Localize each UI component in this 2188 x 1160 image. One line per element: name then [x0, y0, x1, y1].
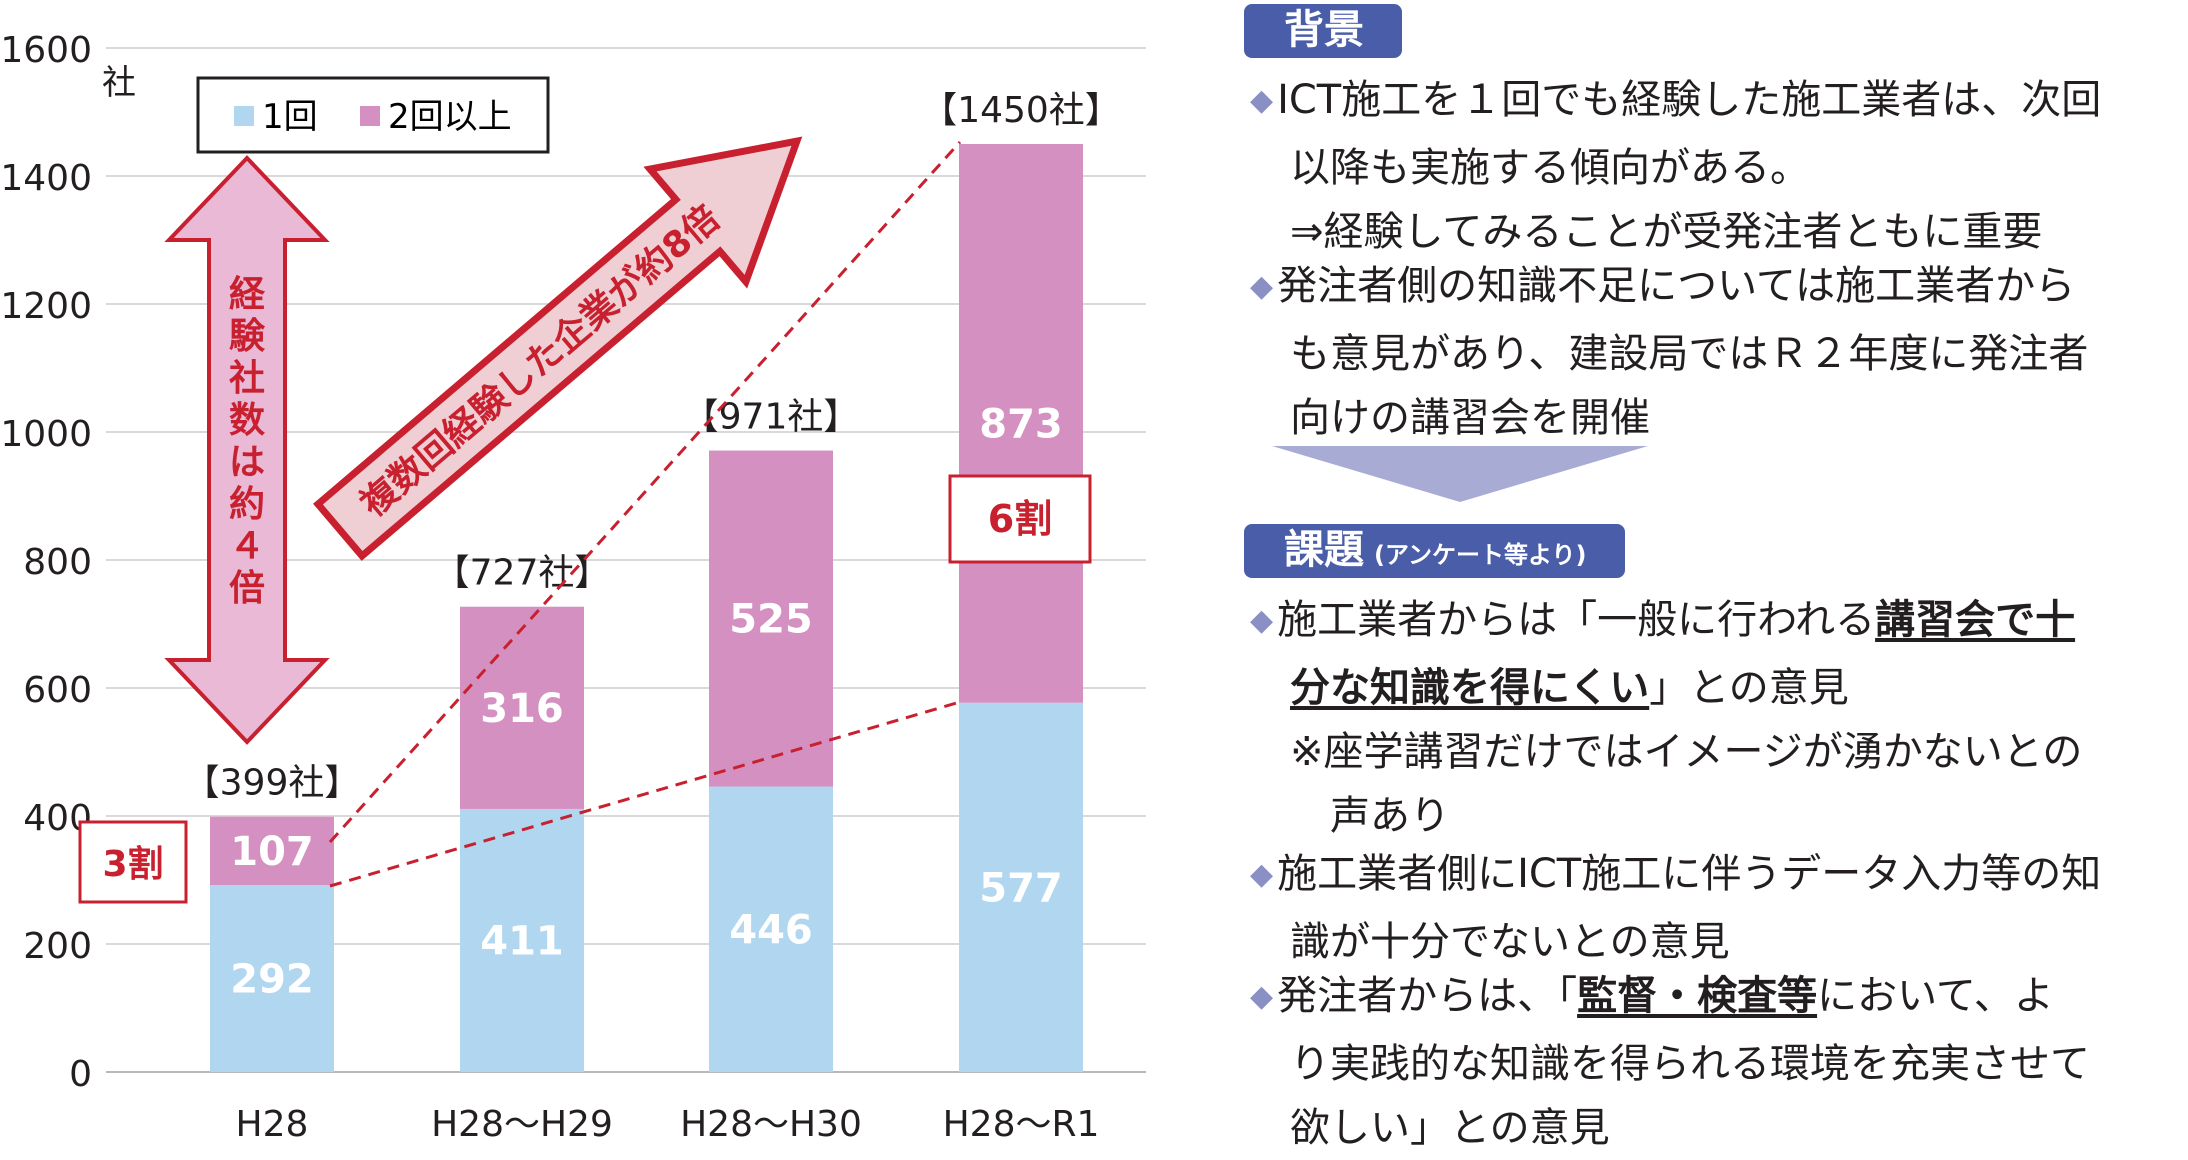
- haikei-b1-line2: 以降も実施する傾向がある。: [1290, 145, 1810, 191]
- kadai-bullet-3: ◆ 発注者からは、「監督・検査等において、よ り実践的な知識を得られる環境を充実さ…: [1250, 964, 2185, 1160]
- kadai-b3-emphasis: 監督・検査等: [1577, 973, 1818, 1019]
- diamond-bullet-icon: ◆: [1250, 979, 1274, 1014]
- bars: 292 107 411 316 446 525 577 873: [210, 144, 1083, 1072]
- x-tick-label: H28～H30: [680, 1104, 862, 1145]
- x-tick-label: H28: [236, 1104, 309, 1145]
- kadai-b3-line2: り実践的な知識を得られる環境を充実させて: [1290, 1041, 2090, 1087]
- x-axis-labels: H28 H28～H29 H28～H30 H28～R1: [236, 1104, 1100, 1145]
- dashed-line-lower: [329, 700, 961, 888]
- share-label-h28: 3割: [102, 844, 163, 885]
- legend-label-1kai: 1回: [262, 97, 318, 137]
- diamond-bullet-icon: ◆: [1250, 83, 1274, 118]
- bar-value-label: 411: [480, 918, 564, 964]
- haikei-b2-line3: 向けの講習会を開催: [1290, 395, 1650, 441]
- kadai-b2-line1: 施工業者側にICT施工に伴うデータ入力等の知: [1277, 851, 2102, 897]
- bar-value-label: 525: [729, 597, 813, 643]
- kadai-title: 課題 (アンケート等より): [1244, 524, 1625, 578]
- share-label-r1: 6割: [988, 497, 1052, 541]
- haikei-bullet-1: ◆ ICT施工を１回でも経験した施工業者は、次回 以降も実施する傾向がある。 ⇒経…: [1250, 68, 2185, 264]
- y-axis-unit: 社: [102, 63, 136, 103]
- kadai-b1-tail: 」との意見: [1649, 665, 1849, 711]
- y-tick-label: 1400: [0, 158, 92, 199]
- bar-segment-2kai: [460, 606, 584, 809]
- legend-label-2kai: 2回以上: [388, 97, 512, 137]
- y-tick-label: 800: [23, 542, 92, 583]
- kadai-b3-line3: 欲しい」との意見: [1290, 1105, 1610, 1151]
- bar-value-label: 107: [230, 829, 314, 875]
- haikei-title-text: 背景: [1284, 7, 1364, 53]
- haikei-b2-line2: も意見があり、建設局ではＲ２年度に発注者: [1290, 331, 2089, 377]
- kadai-b1-emphasis-1: 講習会で十: [1875, 597, 2076, 643]
- legend: 1回 2回以上: [196, 76, 550, 154]
- kadai-bullet-2: ◆ 施工業者側にICT施工に伴うデータ入力等の知 識が十分でないとの意見: [1250, 842, 2185, 974]
- bar-total-label: 【1450社】: [921, 90, 1121, 131]
- diamond-bullet-icon: ◆: [1250, 857, 1274, 892]
- kadai-b2-line2: 識が十分でないとの意見: [1290, 919, 1730, 965]
- haikei-b1-line3: ⇒経験してみることが受発注者ともに重要: [1290, 209, 2043, 255]
- kadai-subtitle: (アンケート等より): [1374, 541, 1587, 569]
- y-tick-label: 1200: [0, 286, 92, 327]
- bar-segment-1kai: [709, 786, 833, 1072]
- kadai-b1-text: 施工業者からは「一般に行われる: [1277, 597, 1876, 643]
- bar-value-label: 446: [729, 907, 813, 953]
- y-tick-label: 0: [69, 1054, 92, 1095]
- x-tick-label: H28～H29: [431, 1104, 613, 1145]
- bar-segment-2kai: [210, 816, 334, 886]
- kadai-b1-emphasis-2: 分な知識を得にくい: [1290, 665, 1650, 711]
- bar-value-label: 873: [979, 401, 1063, 447]
- kadai-b1-note-line2: 声あり: [1330, 793, 1450, 839]
- total-labels: 【399社】 【727社】 【971社】 【1450社】: [184, 90, 1121, 804]
- x-tick-label: H28～R1: [943, 1104, 1100, 1145]
- down-triangle-icon: [1272, 446, 1648, 502]
- dashed-line-upper: [328, 140, 962, 844]
- y-tick-label: 600: [23, 670, 92, 711]
- bar-segment-2kai: [959, 144, 1083, 703]
- share-box-r1: 6割: [948, 474, 1092, 564]
- kadai-b3-tail: において、よ: [1817, 973, 2054, 1019]
- y-tick-label: 200: [23, 926, 92, 967]
- haikei-title: 背景: [1244, 4, 1402, 58]
- kadai-b3-text: 発注者からは、「: [1277, 973, 1578, 1019]
- haikei-bullet-2: ◆ 発注者側の知識不足については施工業者から も意見があり、建設局ではＲ２年度に発…: [1250, 254, 2185, 450]
- haikei-b1-line1: ICT施工を１回でも経験した施工業者は、次回: [1277, 77, 2102, 123]
- bar-total-label: 【727社】: [434, 553, 611, 594]
- diamond-bullet-icon: ◆: [1250, 603, 1274, 638]
- bar-value-label: 316: [480, 686, 564, 732]
- y-tick-label: 1000: [0, 414, 92, 455]
- bar-segment-1kai: [210, 885, 334, 1072]
- diamond-bullet-icon: ◆: [1250, 269, 1274, 304]
- legend-swatch-2kai: [360, 106, 380, 126]
- bar-segment-2kai: [709, 450, 833, 787]
- y-tick-label: 1600: [0, 30, 92, 71]
- kadai-b1-note-line1: ※座学講習だけではイメージが湧かないとの: [1290, 729, 2083, 775]
- bar-segment-1kai: [959, 702, 1083, 1072]
- kadai-bullet-1: ◆ 施工業者からは「一般に行われる講習会で十 分な知識を得にくい」との意見 ※座学…: [1250, 588, 2185, 848]
- diagonal-arrow-label: 複数回経験した企業が約8倍: [353, 197, 728, 525]
- vertical-double-arrow: 経験社数は約４倍: [164, 155, 330, 745]
- bar-segment-1kai: [460, 808, 584, 1072]
- bar-value-label: 577: [979, 865, 1063, 911]
- kadai-title-text: 課題: [1284, 527, 1364, 573]
- share-box-h28: 3割: [78, 820, 188, 904]
- bar-total-label: 【399社】: [184, 763, 361, 804]
- bar-value-label: 292: [230, 957, 314, 1003]
- haikei-b2-line1: 発注者側の知識不足については施工業者から: [1277, 263, 2076, 309]
- bar-total-label: 【971社】: [683, 397, 860, 438]
- vertical-arrow-label: 経験社数は約４倍: [229, 274, 266, 609]
- legend-swatch-1kai: [234, 106, 254, 126]
